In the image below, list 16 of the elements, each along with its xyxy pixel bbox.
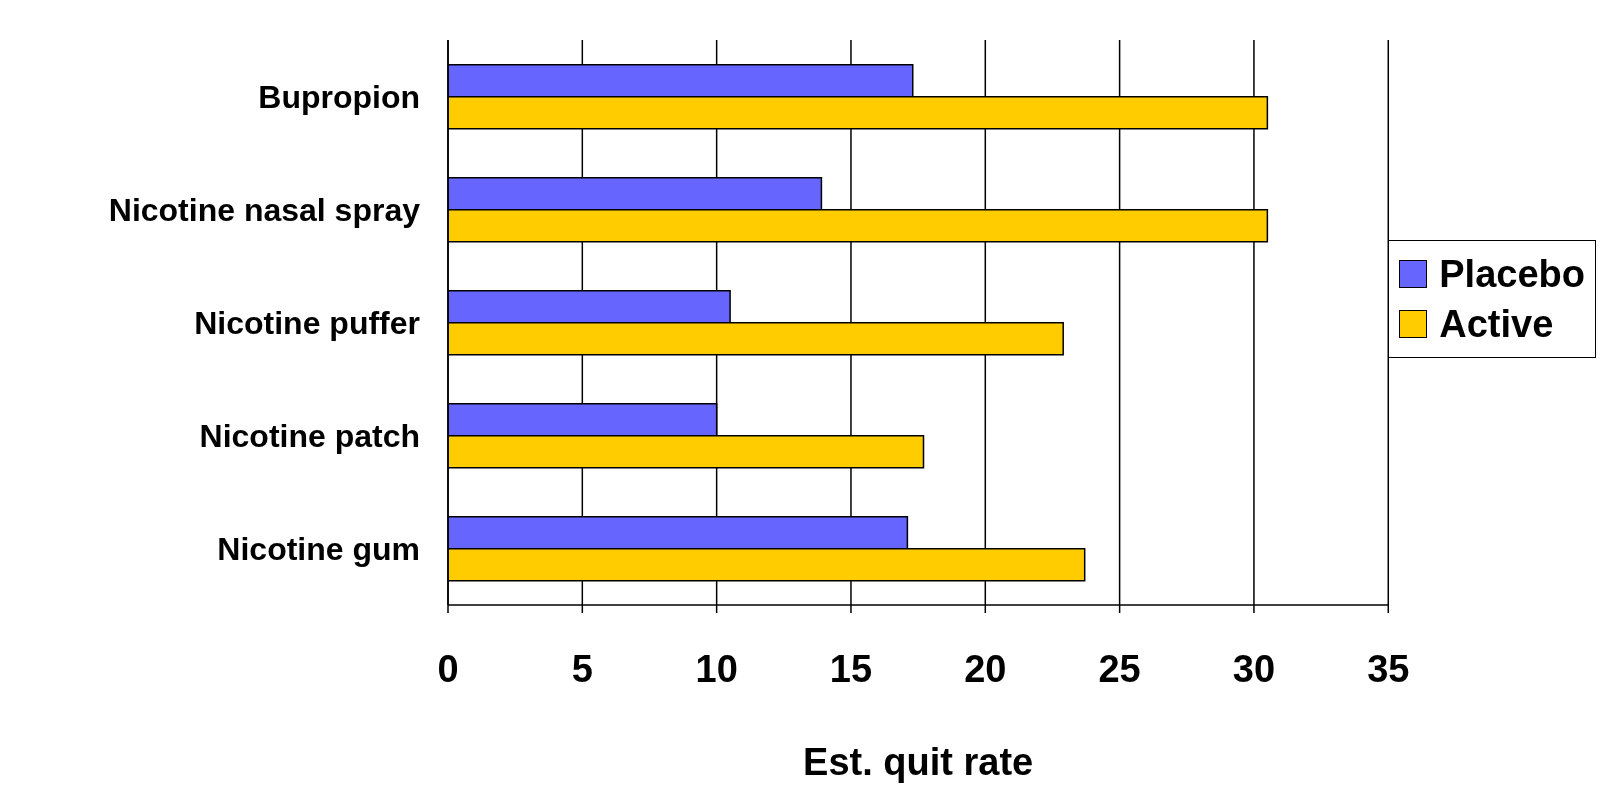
x-tick-label: 20: [964, 647, 1007, 690]
y-tick-label: Nicotine patch: [199, 417, 420, 454]
x-tick-label: 5: [571, 647, 593, 690]
x-tick-label: 25: [1098, 647, 1141, 690]
y-tick-label: Nicotine puffer: [194, 304, 420, 341]
x-tick-label: 10: [695, 647, 738, 690]
y-tick-label: Nicotine gum: [217, 530, 420, 567]
x-tick-label: 35: [1367, 647, 1410, 690]
legend-label: Active: [1438, 302, 1555, 347]
x-tick-label: 0: [437, 647, 459, 690]
x-tick-label: 30: [1232, 647, 1276, 690]
y-tick-label: Bupropion: [258, 78, 420, 115]
legend-label: Placebo: [1438, 252, 1585, 297]
x-tick-label: 15: [829, 647, 873, 690]
y-tick-label: Nicotine nasal spray: [108, 191, 421, 228]
x-axis-title: Est. quit rate: [803, 741, 1034, 783]
